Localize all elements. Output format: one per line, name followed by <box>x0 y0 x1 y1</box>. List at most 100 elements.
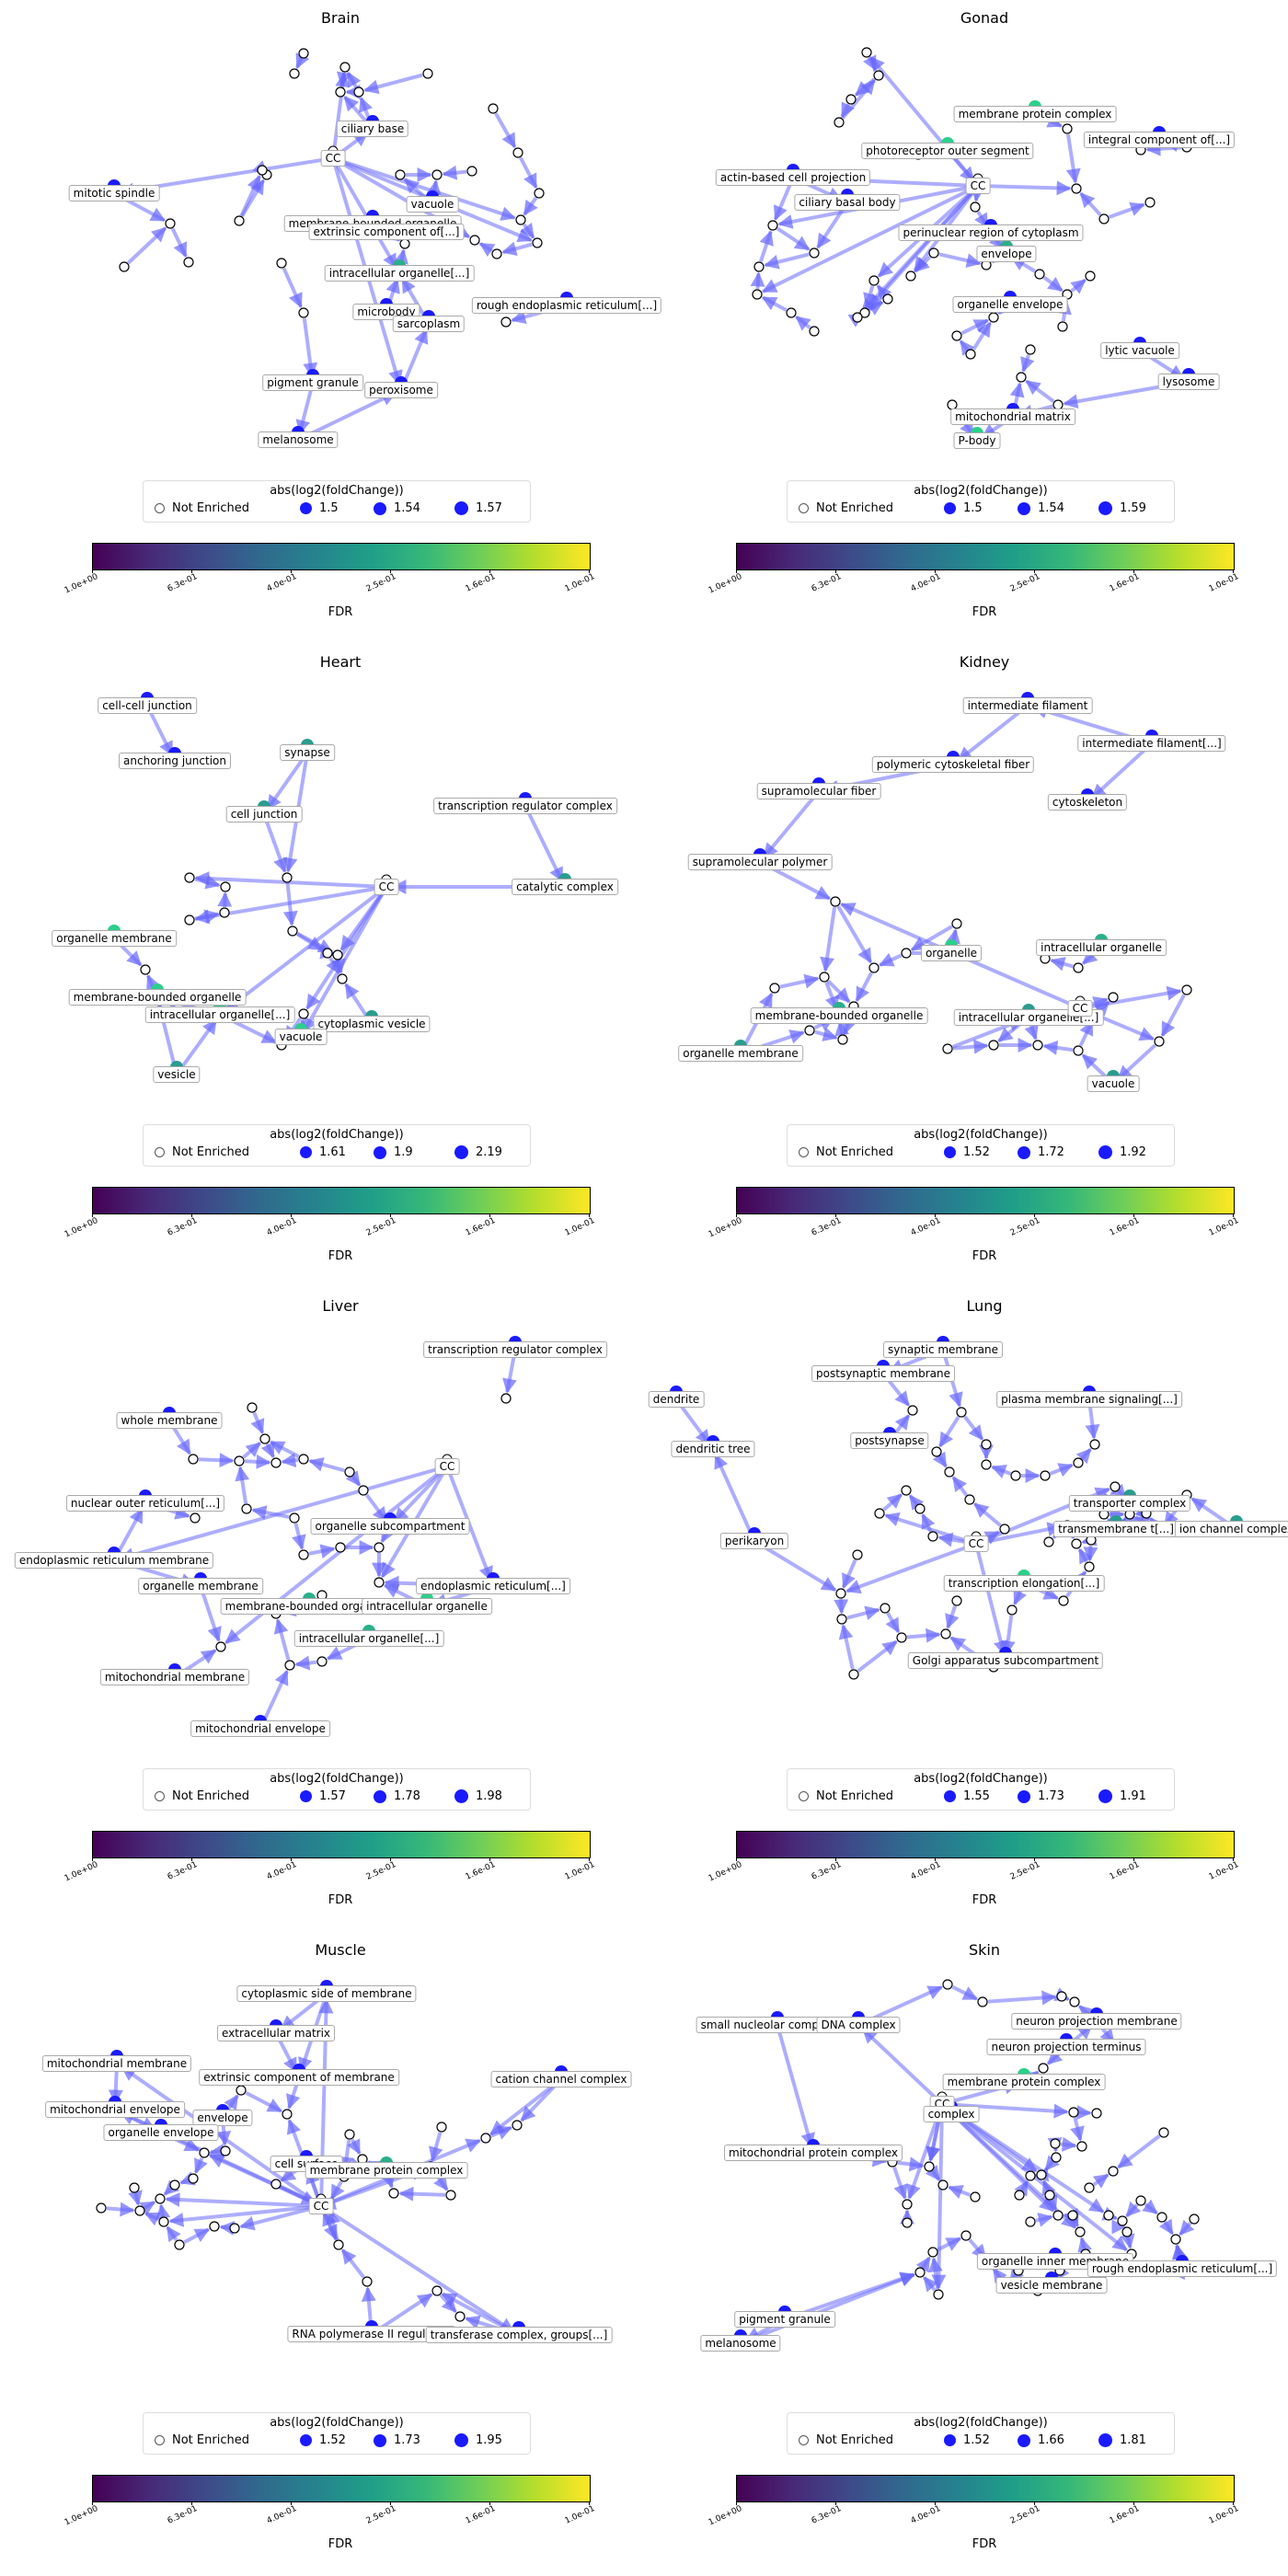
legend-size-medium: 1.66 <box>1018 2433 1064 2447</box>
legend-item-label: 1.73 <box>1038 1789 1064 1803</box>
graph-edge <box>761 295 788 312</box>
graph-node-not-enriched <box>944 1466 955 1478</box>
colorbar-tick-label: 2.5e-01 <box>1008 572 1042 594</box>
graph-node-not-enriched <box>848 1669 859 1680</box>
colorbar-tick-label: 1.0e+00 <box>707 1860 744 1884</box>
graph-node-not-enriched <box>199 2147 210 2158</box>
legend-not-enriched: Not Enriched <box>799 501 893 515</box>
node-label: dendritic tree <box>671 1441 755 1457</box>
graph-edge <box>281 1453 299 1468</box>
graph-node-not-enriched <box>927 2247 938 2258</box>
colorbar-label: FDR <box>328 1893 353 1907</box>
legend-not-enriched: Not Enriched <box>155 501 249 515</box>
graph-edge <box>400 277 428 320</box>
legend-size-large: 1.57 <box>454 501 502 515</box>
colorbar-tick-label: 1.0e-01 <box>1207 572 1241 594</box>
graph-node-not-enriched <box>896 1632 907 1643</box>
graph-edge <box>1049 1463 1074 1478</box>
graph-node-not-enriched <box>332 949 343 960</box>
graph-edge <box>127 226 167 265</box>
graph-node-not-enriched <box>1108 2166 1119 2177</box>
graph-edge <box>1160 994 1186 1038</box>
graph-node-not-enriched <box>333 2239 344 2250</box>
node-label: membrane protein complex <box>305 2162 468 2179</box>
graph-edge <box>269 1440 300 1458</box>
size-legend: abs(log2(foldChange)) Not Enriched 1.5 1.54… <box>787 480 1175 523</box>
graph-node-not-enriched <box>1156 2212 1167 2223</box>
graph-node-not-enriched <box>988 1040 999 1051</box>
node-label: rough endoplasmic reticulum[...] <box>1087 2260 1278 2277</box>
colorbar-tick-label: 6.3e-01 <box>810 2504 844 2526</box>
legend-item-label: 1.52 <box>963 2433 990 2447</box>
legend-item-label: 1.57 <box>319 1789 346 1803</box>
graph-node-not-enriched <box>1052 2210 1064 2221</box>
graph-node-not-enriched <box>188 2173 199 2184</box>
node-label: intracellular organelle[...] <box>953 1009 1104 1026</box>
graph-edge <box>1092 2173 1110 2189</box>
graph-node-not-enriched <box>873 70 884 81</box>
graph-edge <box>128 2190 143 2206</box>
graph-edge <box>429 2132 443 2162</box>
legend-title: abs(log2(foldChange)) <box>270 1772 404 1786</box>
colorbar-tick-label: 1.6e-01 <box>1108 1216 1142 1238</box>
legend-item-label: 1.73 <box>394 2433 420 2447</box>
legend-size-medium: 1.78 <box>374 1789 420 1803</box>
colorbar-tick-label: 4.0e-01 <box>265 1216 299 1238</box>
legend-item-label: 1.9 <box>394 1145 413 1159</box>
graph-edge <box>932 1451 948 1468</box>
graph-node-not-enriched <box>902 2217 913 2228</box>
legend-size-small: 1.52 <box>300 2433 346 2447</box>
graph-edge <box>224 1468 444 1645</box>
graph-node-not-enriched <box>374 1577 385 1588</box>
graph-node-not-enriched <box>981 1439 992 1450</box>
legend-item-label: 1.61 <box>319 1145 346 1159</box>
node-label: synaptic membrane <box>882 1341 1004 1358</box>
graph-edge <box>331 72 351 154</box>
graph-node-not-enriched <box>480 2133 491 2144</box>
graph-edge <box>321 2210 338 2241</box>
graph-edge <box>216 2122 232 2146</box>
colorbar-tick-mark <box>1233 2501 1234 2505</box>
graph-edge <box>519 156 538 190</box>
graph-node-not-enriched <box>951 330 962 341</box>
graph-node-not-enriched <box>298 1008 309 1019</box>
colorbar-tick-label: 1.0e-01 <box>1207 1860 1241 1882</box>
graph-node-not-enriched <box>395 169 406 180</box>
graph-node-not-enriched <box>1062 123 1073 134</box>
graph-node-not-enriched <box>809 326 820 337</box>
node-label: CC <box>308 2198 334 2214</box>
graph-node-not-enriched <box>96 2202 107 2214</box>
legend-marker-icon <box>300 1146 312 1158</box>
legend-item-label: 1.95 <box>476 2433 502 2447</box>
colorbar-tick-label: 6.3e-01 <box>166 1216 200 1238</box>
graph-edge <box>305 890 385 1010</box>
graph-node-not-enriched <box>868 962 880 973</box>
graph-node-not-enriched <box>532 237 543 248</box>
graph-edge <box>209 2144 225 2159</box>
graph-node-not-enriched <box>1103 2210 1114 2221</box>
graph-edge <box>841 79 877 120</box>
colorbar-tick-label: 2.5e-01 <box>1008 1216 1042 1238</box>
graph-node-not-enriched <box>924 2161 935 2172</box>
graph-edge <box>846 1605 880 1621</box>
legend-item-label: 1.91 <box>1120 1789 1146 1803</box>
node-label: actin-based cell projection <box>715 169 871 186</box>
colorbar-tick-mark <box>1133 1857 1134 1861</box>
legend-marker-icon <box>155 2435 165 2445</box>
graph-edge <box>338 157 516 221</box>
colorbar-tick-label: 4.0e-01 <box>909 572 943 594</box>
graph-node-not-enriched <box>1025 2216 1036 2227</box>
legend-marker-icon <box>944 1790 956 1802</box>
graph-edge <box>295 387 314 435</box>
node-label: organelle subcompartment <box>310 1518 470 1535</box>
colorbar-tick-mark <box>1133 2501 1134 2505</box>
node-label: vesicle <box>153 1066 201 1083</box>
node-label: melanosome <box>700 2335 781 2352</box>
colorbar-tick-mark <box>835 569 836 573</box>
graph-edge <box>363 73 423 95</box>
graph-node-not-enriched <box>1076 2141 1087 2152</box>
graph-node-not-enriched <box>289 1512 300 1524</box>
graph-node-not-enriched <box>956 1407 967 1418</box>
graph-edge <box>750 271 765 290</box>
graph-edge <box>260 1442 275 1459</box>
